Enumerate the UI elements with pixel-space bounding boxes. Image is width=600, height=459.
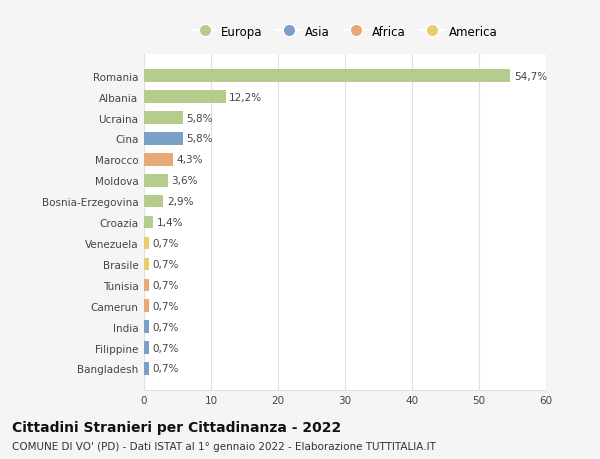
Legend: Europa, Asia, Africa, America: Europa, Asia, Africa, America (188, 21, 502, 43)
Text: 2,9%: 2,9% (167, 197, 193, 207)
Bar (144, 279, 149, 291)
Text: 0,7%: 0,7% (152, 280, 178, 290)
Bar (144, 154, 173, 166)
Text: 0,7%: 0,7% (152, 322, 178, 332)
Text: 0,7%: 0,7% (152, 301, 178, 311)
Bar (144, 300, 149, 312)
Text: 5,8%: 5,8% (186, 113, 213, 123)
Text: 0,7%: 0,7% (152, 259, 178, 269)
Bar (144, 237, 149, 250)
Text: 0,7%: 0,7% (152, 343, 178, 353)
Text: 1,4%: 1,4% (157, 218, 183, 228)
Bar (144, 196, 163, 208)
Bar (144, 216, 154, 229)
Text: 54,7%: 54,7% (514, 72, 547, 82)
Bar (144, 112, 183, 124)
Text: 4,3%: 4,3% (176, 155, 203, 165)
Text: Cittadini Stranieri per Cittadinanza - 2022: Cittadini Stranieri per Cittadinanza - 2… (12, 420, 341, 434)
Text: 0,7%: 0,7% (152, 364, 178, 374)
Bar (144, 133, 183, 146)
Text: COMUNE DI VO' (PD) - Dati ISTAT al 1° gennaio 2022 - Elaborazione TUTTITALIA.IT: COMUNE DI VO' (PD) - Dati ISTAT al 1° ge… (12, 441, 436, 451)
Bar (144, 341, 149, 354)
Text: 5,8%: 5,8% (186, 134, 213, 144)
Bar (144, 70, 511, 83)
Bar (144, 174, 168, 187)
Text: 3,6%: 3,6% (172, 176, 198, 186)
Bar (144, 363, 149, 375)
Bar (144, 258, 149, 271)
Text: 0,7%: 0,7% (152, 239, 178, 248)
Bar (144, 321, 149, 333)
Text: 12,2%: 12,2% (229, 92, 262, 102)
Bar (144, 91, 226, 104)
